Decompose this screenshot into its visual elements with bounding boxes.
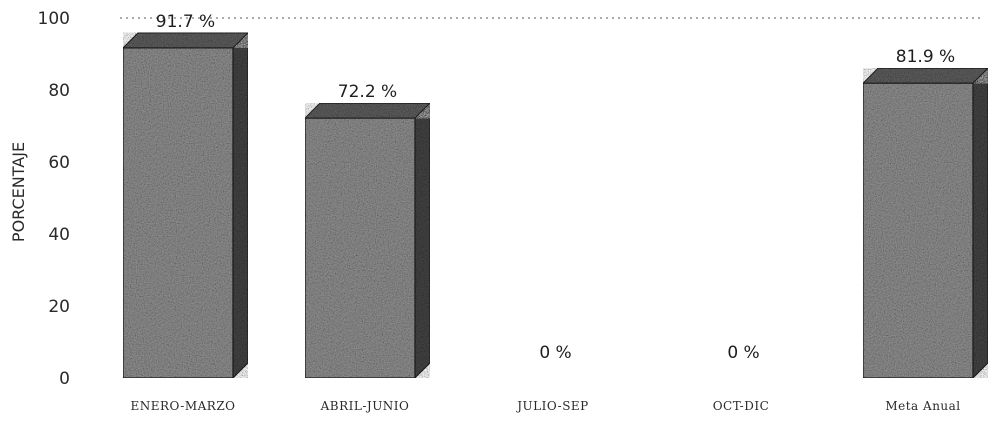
bar-front-face: [304, 117, 416, 379]
bar-top-face: [121, 32, 250, 49]
data-label: 81.9 %: [896, 47, 955, 67]
y-tick-label: 80: [48, 81, 70, 101]
bar-top-face: [303, 102, 432, 119]
category-label: JULIO-SEP: [515, 399, 589, 413]
bar-side-face: [232, 31, 249, 380]
bar-front-face: [122, 47, 234, 379]
y-axis-title: PORCENTAJE: [9, 142, 28, 242]
category-label: ENERO-MARZO: [130, 399, 235, 413]
category-label: Meta Anual: [885, 399, 960, 413]
data-label: 0 %: [727, 343, 759, 363]
bar-top-face: [861, 67, 990, 84]
y-tick-label: 60: [48, 153, 70, 173]
y-tick-label: 100: [38, 9, 70, 29]
y-tick-label: 20: [48, 297, 70, 317]
data-label: 0 %: [539, 343, 571, 363]
category-label: ABRIL-JUNIO: [320, 399, 410, 413]
bar-abril-junio: [303, 101, 432, 380]
bar-enero-marzo: [121, 31, 250, 380]
bar-side-face: [972, 66, 989, 380]
data-label: 72.2 %: [338, 82, 397, 102]
data-label: 91.7 %: [156, 12, 215, 32]
bar-front-face: [862, 82, 974, 379]
bar-side-face: [414, 101, 431, 380]
category-label: OCT-DIC: [713, 399, 770, 413]
bar-meta-anual: [861, 66, 990, 380]
y-tick-label: 40: [48, 225, 70, 245]
y-tick-label: 0: [59, 369, 70, 389]
